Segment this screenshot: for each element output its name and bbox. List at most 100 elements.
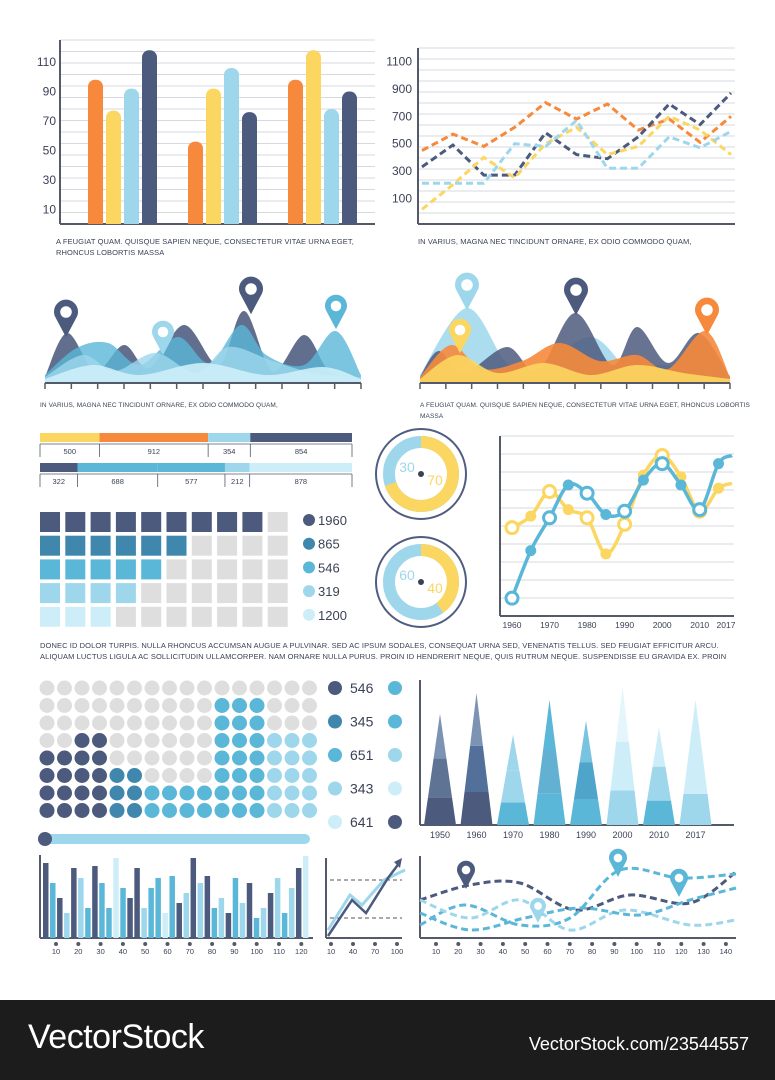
x-tick (54, 942, 58, 946)
x-tick (165, 942, 170, 946)
grid-square (242, 583, 263, 604)
matrix-dot (144, 768, 160, 783)
data-point (712, 458, 724, 470)
matrix-dot (74, 698, 90, 713)
matrix-dot (214, 785, 230, 801)
cone-bar (570, 798, 602, 825)
cone-bar (579, 720, 593, 763)
bar-base (342, 216, 357, 224)
grid-square (90, 559, 111, 580)
grid-square (267, 559, 288, 580)
matrix-dot (249, 698, 265, 713)
bar (113, 858, 119, 938)
pin-hole (570, 284, 582, 296)
matrix-dot (92, 680, 107, 696)
matrix-dot (214, 680, 230, 696)
legend-dot (303, 608, 315, 621)
x-tick (351, 942, 355, 946)
location-pin (239, 276, 263, 315)
matrix-dot (39, 785, 55, 801)
caption-3: In varius, magna nec tincidunt ornare, e… (40, 402, 278, 409)
grid-square (141, 606, 162, 627)
x-tick (76, 942, 81, 946)
segment-label: 500 (64, 447, 77, 456)
pin-body (670, 868, 688, 897)
grid-square (191, 606, 212, 627)
data-point (525, 545, 537, 557)
x-tick (478, 942, 483, 946)
x-tick-label: 10 (52, 947, 60, 956)
bar (306, 50, 321, 224)
pin-hole (157, 326, 169, 338)
bar-base (142, 216, 157, 224)
donut-2: 60 40 (375, 536, 467, 628)
bar (148, 888, 154, 938)
slice-label: 30 (399, 459, 415, 475)
location-pin (564, 277, 588, 316)
matrix-dot (232, 698, 247, 713)
series-line (421, 114, 732, 211)
x-tick-label: 50 (521, 947, 529, 956)
matrix-dot (39, 698, 55, 713)
pin-body (609, 848, 628, 877)
cone-chart: 1950 1960 1970 1980 1990 2000 2010 2017 (419, 680, 734, 840)
legend-value: 1960 (318, 513, 347, 528)
stacked-bars: 500 912 354 854 322 688 577 212 878 (39, 433, 353, 487)
bar (324, 109, 339, 224)
matrix-dot (249, 768, 265, 783)
matrix-dot (57, 680, 72, 696)
pin-hole (245, 283, 257, 295)
grid-square (65, 512, 86, 532)
donut-center (418, 579, 424, 585)
y-tick-label: 700 (392, 109, 412, 123)
area-chart-1 (44, 310, 362, 389)
pin-body (449, 318, 472, 354)
infographic: 10 30 50 70 90 110 100 300 500 700 900 1100 500 912 35… (37, 39, 750, 956)
matrix-dot (57, 803, 72, 818)
x-tick-label: 20 (74, 947, 82, 956)
legend-dot (303, 537, 315, 550)
slice-label: 40 (427, 580, 443, 596)
grid-square (40, 559, 60, 580)
matrix-dot (39, 733, 55, 748)
matrix-dot (284, 698, 300, 713)
matrix-dot (144, 785, 160, 801)
legend-dot (388, 681, 402, 695)
matrix-dot (284, 785, 300, 801)
x-tick-label: 50 (141, 947, 149, 956)
cone-bar (643, 800, 675, 825)
matrix-dot (127, 785, 142, 801)
arrow-head (394, 858, 402, 868)
x-tick (612, 942, 617, 946)
y-tick-label: 110 (37, 55, 56, 69)
grid-square (267, 512, 288, 532)
matrix-dot (267, 768, 282, 783)
grid-square (65, 583, 86, 604)
x-tick-label: 130 (697, 947, 710, 956)
matrix-dot (127, 715, 142, 731)
data-point (579, 510, 595, 526)
grid-square (90, 512, 111, 532)
matrix-dot (144, 698, 160, 713)
matrix-dot (127, 768, 142, 783)
matrix-dot (127, 680, 142, 696)
x-tick-label: 60 (163, 947, 171, 956)
x-tick (120, 942, 125, 946)
matrix-dot (302, 750, 317, 766)
progress-knob (38, 832, 52, 846)
pin-body (152, 320, 174, 356)
matrix-dot (109, 750, 125, 766)
matrix-dot (302, 698, 317, 713)
grid-square (166, 606, 187, 627)
matrix-dot (144, 750, 160, 766)
matrix-dot (74, 750, 90, 766)
caption-4: A feugiat quam. Quisque sapien neque, co… (420, 402, 750, 420)
data-point (617, 503, 633, 519)
watermark-id: VectorStock.com/23544557 (528, 1034, 749, 1054)
bar (206, 88, 221, 225)
bar (239, 903, 246, 938)
location-pin (670, 868, 688, 897)
x-tick (329, 942, 333, 946)
cone-bar (497, 802, 529, 825)
bar (134, 868, 140, 938)
